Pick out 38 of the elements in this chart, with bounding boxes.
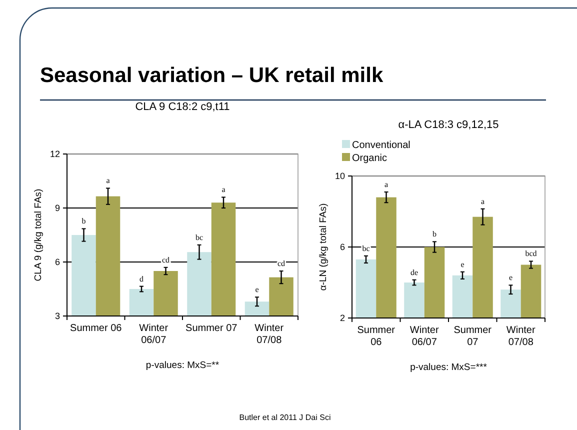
chart-title: CLA 9 C18:2 c9,t11 (135, 101, 230, 113)
data-label: a (480, 196, 485, 206)
data-label: b (432, 230, 437, 239)
y-tick-label: 9 (54, 203, 60, 214)
x-tick-label: Winter 07/08 (506, 325, 536, 348)
data-label: a (106, 176, 110, 186)
data-label: e (255, 285, 260, 294)
y-axis-title: α-LN (g/kg total FAs) (318, 203, 329, 291)
x-tick-label: Winter 06/07 (410, 325, 440, 348)
x-tick-label: Winter 07/08 (254, 323, 284, 346)
text: Butler et al 2011 J Dai Sci (239, 413, 331, 422)
data-label: e (508, 273, 513, 282)
text: p-values: MxS=*** (410, 362, 488, 373)
y-tick-label: 12 (50, 149, 60, 160)
x-tick-label: Summer 07 (186, 323, 238, 334)
data-label: d (139, 274, 144, 284)
data-label: bc (195, 232, 204, 242)
y-tick-label: 2 (340, 313, 345, 324)
data-label: a (384, 180, 388, 189)
y-axis-title: CLA 9 (g/kg total FAs) (33, 188, 44, 282)
y-tick-label: 6 (340, 242, 345, 252)
text: p-values: MxS=** (146, 360, 220, 371)
chart-title: α-LA C18:3 c9,12,15 (398, 119, 499, 131)
y-tick-label: 10 (334, 171, 345, 182)
data-label: bcd (525, 249, 537, 258)
legend-label: Organic (352, 153, 388, 164)
data-label: de (410, 268, 418, 277)
data-label: e (460, 260, 465, 269)
x-tick-label: Summer 06 (70, 323, 122, 334)
x-tick-label: Summer 07 (454, 325, 492, 348)
x-tick-label: Winter 06/07 (139, 323, 169, 346)
legend-label: Conventional (352, 140, 410, 151)
y-tick-label: 6 (54, 257, 60, 268)
x-tick-label: Summer 06 (357, 325, 396, 348)
y-tick-label: 3 (54, 311, 60, 322)
text: Seasonal variation – UK retail milk (40, 64, 384, 87)
data-label: a (222, 185, 226, 194)
data-label: b (82, 216, 86, 226)
